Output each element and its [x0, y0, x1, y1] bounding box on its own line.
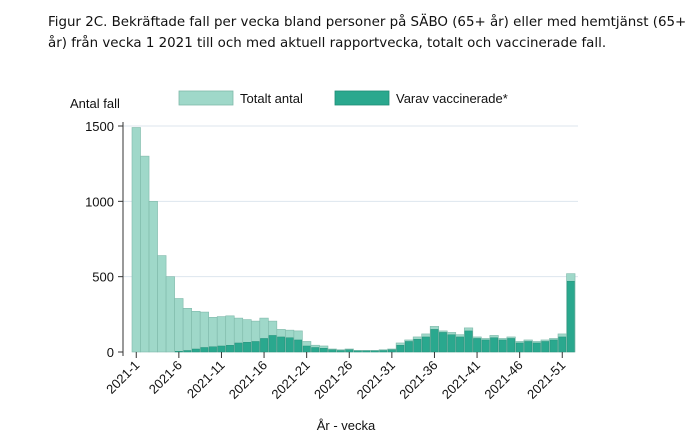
bar-vaccinated	[422, 336, 430, 353]
bar-vaccinated	[439, 332, 447, 353]
bars-total	[131, 127, 576, 353]
y-tick-label: 1000	[85, 194, 114, 209]
bar-vaccinated	[302, 345, 311, 353]
bar-vaccinated	[268, 335, 277, 353]
y-tick-label: 1500	[85, 119, 114, 134]
y-axis-label: Antal fall	[70, 96, 120, 111]
x-tick-label: 2021-41	[439, 358, 483, 402]
bar-vaccinated	[481, 339, 490, 353]
bar-vaccinated	[370, 350, 379, 353]
legend-swatch-total	[178, 90, 234, 106]
x-tick-label: 2021-51	[524, 358, 568, 402]
bar-vaccinated	[456, 336, 464, 353]
bar-vaccinated	[549, 339, 558, 353]
bar-vaccinated	[541, 341, 550, 353]
x-tick-label: 2021-26	[311, 358, 355, 402]
bar-vaccinated	[260, 338, 268, 353]
bar-vaccinated	[294, 339, 303, 353]
bar-total	[199, 311, 209, 353]
bar-vaccinated	[473, 338, 481, 353]
bar-vaccinated	[277, 336, 285, 353]
bar-vaccinated	[490, 337, 498, 353]
x-axis-label: År - vecka	[317, 418, 376, 433]
bar-vaccinated	[174, 351, 183, 353]
bar-vaccinated	[362, 350, 371, 353]
bar-total	[191, 311, 201, 353]
bar-vaccinated	[345, 349, 354, 353]
bar-vaccinated	[285, 337, 294, 353]
y-axis: 0 500 1000 1500	[85, 119, 124, 360]
x-tick-label: 2021-11	[184, 358, 228, 402]
y-tick-label: 500	[92, 270, 114, 285]
bar-total	[174, 298, 184, 353]
bar-vaccinated	[498, 339, 507, 353]
bar-vaccinated	[200, 347, 209, 353]
bar-vaccinated	[251, 341, 260, 353]
bar-vaccinated	[328, 349, 337, 353]
bar-vaccinated	[234, 342, 243, 353]
bar-vaccinated	[413, 338, 422, 353]
x-axis: 2021-1 2021-62021-112021-162021-212021-26…	[103, 352, 568, 402]
bar-vaccinated	[396, 345, 405, 353]
x-tick-label: 2021-36	[396, 358, 440, 402]
bar-total	[157, 255, 167, 353]
x-tick-label: 2021-16	[226, 358, 270, 402]
y-tick-label: 0	[107, 345, 114, 360]
x-tick-label: 2021-46	[481, 358, 525, 402]
bar-vaccinated	[183, 350, 192, 353]
bar-vaccinated	[192, 348, 200, 353]
legend-label-total: Totalt antal	[240, 91, 303, 106]
x-tick-label: 2021-31	[354, 358, 398, 402]
bar-vaccinated	[464, 330, 473, 353]
bar-vaccinated	[405, 341, 413, 353]
bar-total	[182, 308, 192, 353]
bar-vaccinated	[524, 341, 533, 353]
bar-vaccinated	[430, 329, 439, 353]
bar-total	[131, 127, 141, 353]
bar-vaccinated	[336, 350, 345, 353]
bar-vaccinated	[209, 346, 217, 353]
bar-total	[140, 155, 150, 353]
legend: Totalt antal Varav vaccinerade*	[178, 90, 508, 106]
legend-swatch-vaccinated	[334, 90, 390, 106]
x-tick-label: 2021-21	[268, 358, 312, 402]
bar-vaccinated	[243, 342, 251, 353]
bar-vaccinated	[566, 280, 575, 353]
legend-label-vaccinated: Varav vaccinerade*	[396, 91, 508, 106]
bar-vaccinated	[319, 348, 328, 353]
bar-vaccinated	[226, 345, 234, 353]
bar-vaccinated	[447, 334, 456, 353]
figure-caption: Figur 2C. Bekräftade fall per vecka blan…	[48, 15, 687, 51]
grid-lines	[123, 125, 578, 278]
bar-vaccinated	[353, 350, 362, 353]
bar-vaccinated	[311, 347, 320, 353]
bar-total	[165, 276, 175, 353]
bar-vaccinated	[558, 336, 567, 353]
bar-vaccinated	[217, 345, 226, 353]
bar-vaccinated	[379, 350, 388, 353]
x-tick-label: 2021-1	[103, 358, 142, 397]
bar-vaccinated	[515, 342, 524, 353]
bar-vaccinated	[388, 349, 396, 353]
bar-vaccinated	[532, 342, 541, 353]
bar-total	[148, 201, 158, 353]
bar-vaccinated	[507, 338, 516, 353]
x-tick-label: 2021-6	[146, 358, 185, 397]
